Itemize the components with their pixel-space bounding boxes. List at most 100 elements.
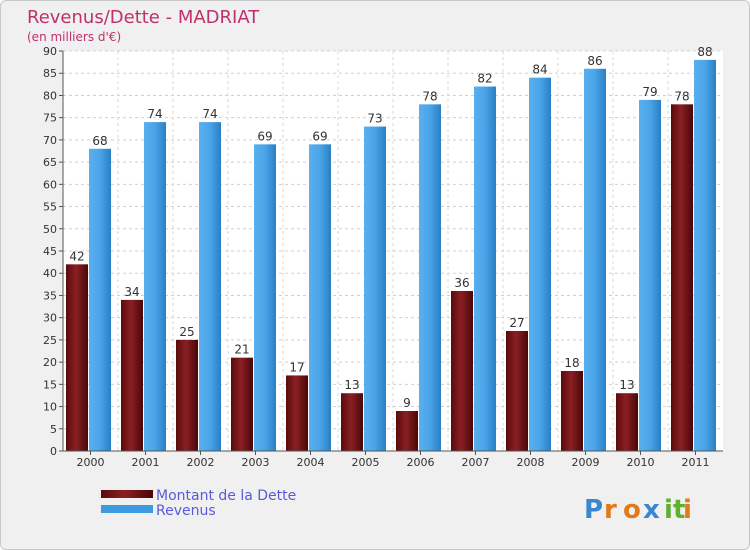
y-tick-label-35: 35 [43, 289, 57, 302]
data-label-debt-2009: 18 [564, 356, 579, 370]
data-label-debt-2007: 36 [454, 276, 469, 290]
data-label-revenus-2000: 68 [92, 134, 107, 148]
data-label-revenus-2011: 88 [697, 45, 712, 59]
y-tick-label-10: 10 [43, 401, 57, 414]
logo-letter-1: r [604, 495, 617, 525]
bar-revenus-2010 [639, 99, 661, 451]
data-label-revenus-2009: 86 [587, 54, 602, 68]
legend: Montant de la Dette Revenus [101, 488, 296, 519]
x-tick-label-2008: 2008 [517, 456, 545, 469]
bar-revenus-2004 [309, 144, 331, 452]
data-label-debt-2001: 34 [124, 285, 139, 299]
legend-label-debt: Montant de la Dette [156, 488, 296, 504]
legend-swatch-revenus [101, 505, 153, 513]
bar-debt-2010 [616, 393, 638, 451]
legend-swatch-debt [101, 490, 153, 498]
bar-debt-2009 [561, 371, 583, 451]
bar-revenus-2003 [254, 144, 276, 452]
bar-revenus-2006 [419, 104, 441, 451]
data-label-revenus-2003: 69 [257, 129, 272, 143]
bar-revenus-2008 [529, 77, 551, 452]
x-tick-label-2000: 2000 [77, 456, 105, 469]
x-tick-label-2005: 2005 [352, 456, 380, 469]
bar-debt-2008 [506, 331, 528, 451]
grid-layer [63, 50, 723, 452]
x-tick-label-2010: 2010 [627, 456, 655, 469]
data-label-revenus-2006: 78 [422, 89, 437, 103]
bar-revenus-2000 [89, 148, 111, 451]
data-label-revenus-2010: 79 [642, 85, 657, 99]
bar-debt-2006 [396, 411, 418, 451]
y-tick-label-50: 50 [43, 223, 57, 236]
logo-letter-0: P [584, 495, 603, 525]
bar-debt-2005 [341, 393, 363, 451]
x-tick-label-2002: 2002 [187, 456, 215, 469]
bar-debt-2011 [671, 104, 693, 451]
axis-layer: 0 5 10 15 20 25 30 35 40 45 50 55 60 65 70 75 80 85 90 2000… [43, 45, 723, 469]
chart-subtitle: (en milliers d'€) [27, 30, 121, 44]
x-tick-label-2001: 2001 [132, 456, 160, 469]
logo-letter-3: x [643, 495, 660, 525]
y-tick-label-90: 90 [43, 45, 57, 58]
y-tick-label-5: 5 [50, 423, 57, 436]
y-tick-label-75: 75 [43, 112, 57, 125]
y-tick-label-45: 45 [43, 245, 57, 258]
data-label-debt-2006: 9 [403, 396, 411, 410]
data-label-debt-2004: 17 [289, 360, 304, 374]
labels-layer: 42 68 34 74 25 74 21 69 17 69 13 73 9 78 36 82 27 84 18 86 1… [69, 45, 712, 410]
y-tick-label-85: 85 [43, 67, 57, 80]
data-label-revenus-2007: 82 [477, 72, 492, 86]
bar-revenus-2011 [694, 59, 716, 452]
bar-revenus-2009 [584, 68, 606, 452]
y-tick-label-80: 80 [43, 89, 57, 102]
x-tick-label-2003: 2003 [242, 456, 270, 469]
logo-letter-4: i [664, 495, 673, 525]
y-tick-label-70: 70 [43, 134, 57, 147]
logo-letter-2: o [623, 495, 641, 525]
data-label-revenus-2008: 84 [532, 63, 547, 77]
bar-debt-2004 [286, 375, 308, 451]
y-tick-label-15: 15 [43, 378, 57, 391]
data-label-debt-2008: 27 [509, 316, 524, 330]
bars-layer [66, 59, 716, 452]
x-tick-label-2011: 2011 [682, 456, 710, 469]
data-label-debt-2011: 78 [674, 89, 689, 103]
y-tick-label-60: 60 [43, 178, 57, 191]
y-tick-label-65: 65 [43, 156, 57, 169]
bar-revenus-2007 [474, 86, 496, 452]
y-tick-label-25: 25 [43, 334, 57, 347]
data-label-debt-2010: 13 [619, 378, 634, 392]
bar-debt-2000 [66, 264, 88, 451]
legend-label-revenus: Revenus [156, 503, 216, 519]
bar-debt-2007 [451, 291, 473, 451]
chart-title: Revenus/Dette - MADRIAT [27, 7, 260, 28]
data-label-debt-2002: 25 [179, 325, 194, 339]
data-label-debt-2000: 42 [69, 249, 84, 263]
data-label-revenus-2005: 73 [367, 112, 382, 126]
x-tick-label-2007: 2007 [462, 456, 490, 469]
data-label-revenus-2001: 74 [147, 107, 162, 121]
y-tick-label-0: 0 [50, 445, 57, 458]
bar-debt-2003 [231, 357, 253, 451]
bar-revenus-2005 [364, 126, 386, 452]
x-tick-label-2009: 2009 [572, 456, 600, 469]
bar-debt-2002 [176, 339, 198, 451]
x-tick-label-2006: 2006 [407, 456, 435, 469]
data-label-debt-2005: 13 [344, 378, 359, 392]
y-tick-label-40: 40 [43, 267, 57, 280]
bar-revenus-2001 [144, 122, 166, 451]
y-tick-label-20: 20 [43, 356, 57, 369]
data-label-revenus-2002: 74 [202, 107, 217, 121]
y-tick-label-30: 30 [43, 312, 57, 325]
bar-debt-2001 [121, 299, 143, 451]
data-label-debt-2003: 21 [234, 343, 249, 357]
bar-revenus-2002 [199, 122, 221, 451]
logo-letter-6: i [683, 495, 692, 525]
data-label-revenus-2004: 69 [312, 129, 327, 143]
x-tick-label-2004: 2004 [297, 456, 325, 469]
y-tick-label-55: 55 [43, 201, 57, 214]
logo-letter-5: t [673, 495, 685, 525]
